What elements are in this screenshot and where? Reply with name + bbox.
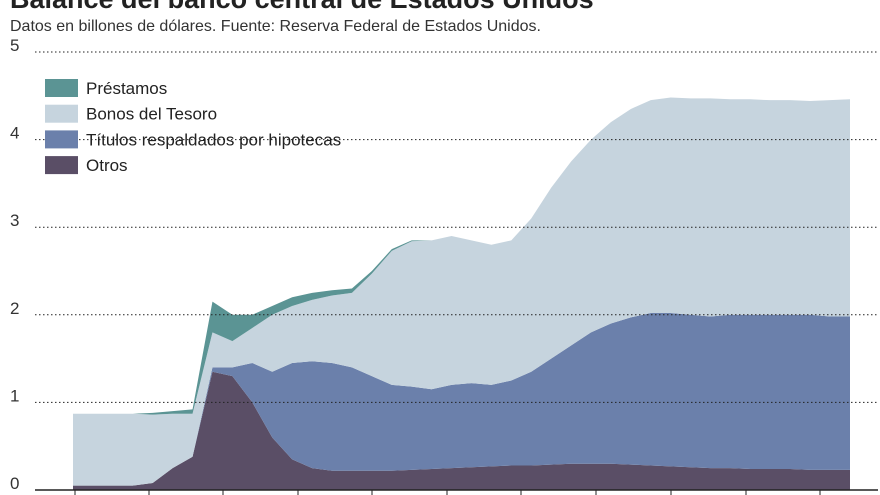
area [73, 371, 850, 490]
y-tick-label: 3 [10, 211, 19, 230]
y-tick-label: 1 [10, 386, 19, 405]
legend-swatch [45, 104, 78, 123]
legend-label: Préstamos [86, 79, 167, 98]
x-axis [35, 489, 878, 495]
y-tick-label: 0 [10, 474, 19, 493]
legend-label: Títulos respaldados por hipotecas [86, 130, 341, 149]
chart-subtitle: Datos en billones de dólares. Fuente: Re… [10, 18, 541, 35]
chart-title: Balance del banco central de Estados Uni… [10, 0, 594, 14]
y-tick-label: 2 [10, 299, 19, 318]
legend-swatch [45, 79, 78, 97]
y-tick-label: 5 [10, 36, 19, 55]
legend-swatch [45, 156, 78, 175]
area [73, 313, 850, 486]
area [73, 97, 850, 486]
legend-label: Bonos del Tesoro [86, 105, 217, 124]
legend-label: Otros [86, 156, 128, 175]
y-tick-label: 4 [10, 124, 19, 143]
legend-swatch [45, 130, 78, 149]
